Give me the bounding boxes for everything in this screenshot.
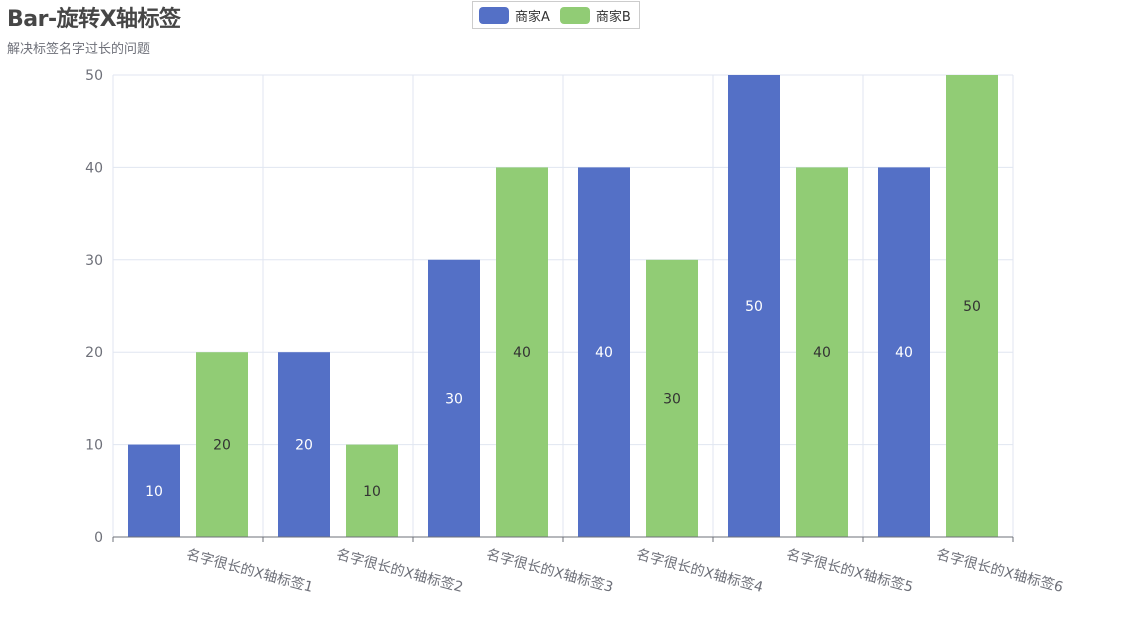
y-tick-label: 0 [94, 530, 103, 546]
y-tick-label: 20 [85, 345, 103, 361]
bar-data-label: 40 [513, 345, 531, 361]
bar-data-label: 40 [595, 345, 613, 361]
bar[interactable] [496, 167, 548, 537]
y-tick-label: 10 [85, 438, 103, 454]
bar[interactable] [728, 75, 780, 537]
bar-data-label: 10 [363, 484, 381, 500]
y-tick-label: 50 [85, 68, 103, 84]
bar-data-label: 50 [745, 299, 763, 315]
x-tick-label: 名字很长的X轴标签6 [934, 546, 1065, 596]
chart-title: Bar-旋转X轴标签 [7, 7, 181, 32]
x-tick-label: 名字很长的X轴标签3 [484, 546, 614, 596]
chart-subtitle: 解决标签名字过长的问题 [7, 42, 151, 57]
bar-data-label: 50 [963, 299, 981, 315]
legend-swatch-series-b [559, 6, 590, 24]
bar-data-label: 40 [895, 345, 913, 361]
bar-data-label: 30 [445, 391, 463, 407]
bar[interactable] [278, 352, 330, 537]
bar[interactable] [128, 444, 180, 537]
x-tick-label: 名字很长的X轴标签4 [634, 546, 765, 596]
bar[interactable] [878, 167, 930, 537]
x-tick-label: 名字很长的X轴标签5 [784, 546, 914, 596]
bar[interactable] [196, 352, 248, 537]
y-tick-label: 40 [85, 160, 103, 176]
y-tick-label: 30 [85, 253, 103, 269]
bar-data-label: 30 [663, 391, 681, 407]
legend-item-series-b[interactable]: 商家B [559, 6, 631, 25]
bar[interactable] [796, 167, 848, 537]
x-tick-label: 名字很长的X轴标签1 [184, 546, 314, 596]
legend-swatch-series-a [479, 6, 509, 24]
legend-label-series-a: 商家A [515, 9, 550, 25]
x-tick-label: 名字很长的X轴标签2 [334, 546, 464, 596]
bar-data-label: 10 [145, 484, 163, 500]
bar-data-label: 40 [813, 345, 831, 361]
bar[interactable] [646, 259, 698, 537]
bar[interactable] [578, 167, 630, 537]
bar-data-label: 20 [213, 438, 231, 454]
legend-item-series-a[interactable]: 商家A [479, 6, 550, 25]
bar-data-label: 20 [295, 438, 313, 454]
legend: 商家A 商家B [472, 1, 640, 29]
legend-label-series-b: 商家B [595, 9, 631, 25]
bar[interactable] [428, 259, 480, 537]
bar[interactable] [946, 75, 998, 537]
bar[interactable] [346, 444, 398, 537]
